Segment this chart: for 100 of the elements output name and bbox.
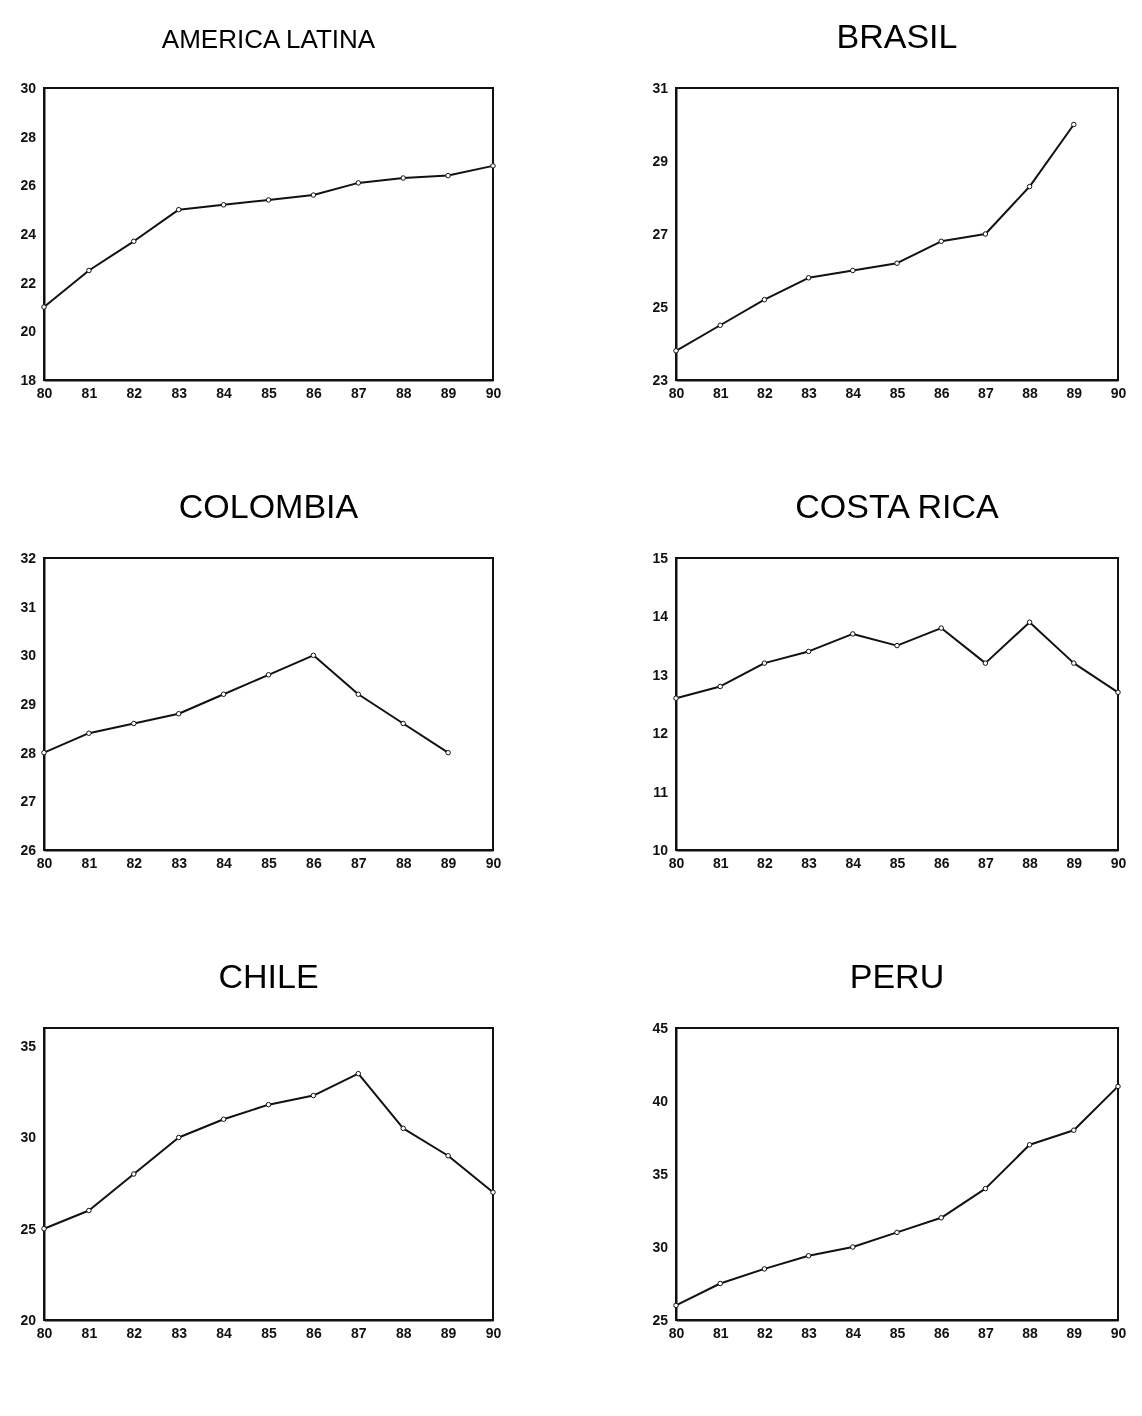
x-tick-label: 85 xyxy=(889,854,906,871)
point xyxy=(1115,1083,1121,1090)
x-tick-label: 85 xyxy=(261,1324,277,1341)
x-tick-label: 87 xyxy=(978,384,994,401)
y-tick-label: 30 xyxy=(20,1129,37,1146)
x-tick-label: 82 xyxy=(757,1324,773,1341)
y-tick-label: 30 xyxy=(20,647,37,664)
point xyxy=(673,1302,679,1309)
x-tick-label: 87 xyxy=(978,854,994,871)
x-tick-label: 80 xyxy=(668,854,685,871)
y-tick-label: 40 xyxy=(652,1092,669,1109)
x-tick-label: 90 xyxy=(1110,1324,1127,1341)
point xyxy=(805,275,812,281)
y-tick-label: 18 xyxy=(20,371,37,388)
y-tick-label: 45 xyxy=(652,1019,669,1036)
point xyxy=(894,260,900,266)
x-tick-label: 84 xyxy=(845,854,862,871)
x-tick-label: 85 xyxy=(261,854,277,871)
point xyxy=(717,322,723,328)
y-tick-label: 28 xyxy=(20,128,37,145)
x-tick-label: 86 xyxy=(933,854,950,871)
point xyxy=(850,631,856,637)
y-tick-label: 30 xyxy=(20,79,37,96)
x-tick-label: 83 xyxy=(801,1324,818,1341)
y-tick-label: 15 xyxy=(652,549,669,566)
x-tick-label: 84 xyxy=(216,854,233,871)
x-tick-label: 82 xyxy=(757,854,773,871)
y-tick-label: 20 xyxy=(20,1311,37,1328)
y-tick-label: 30 xyxy=(652,1238,669,1255)
x-tick-label: 84 xyxy=(216,384,233,401)
point xyxy=(265,197,272,203)
y-tick-label: 22 xyxy=(20,274,37,291)
x-tick-label: 89 xyxy=(440,854,457,871)
x-tick-label: 88 xyxy=(1022,1324,1039,1341)
x-tick-label: 83 xyxy=(171,384,188,401)
point xyxy=(982,231,989,237)
x-tick-label: 85 xyxy=(889,384,906,401)
point xyxy=(445,172,451,179)
y-tick-label: 12 xyxy=(652,725,669,742)
y-tick-label: 28 xyxy=(20,744,37,761)
y-tick-label: 26 xyxy=(20,841,37,858)
x-tick-label: 89 xyxy=(1066,384,1083,401)
point xyxy=(938,625,944,631)
x-tick-label: 86 xyxy=(933,384,950,401)
x-tick-label: 84 xyxy=(845,1324,862,1341)
x-tick-label: 88 xyxy=(395,384,412,401)
point xyxy=(265,1101,272,1108)
point xyxy=(1026,183,1033,190)
x-tick-label: 81 xyxy=(81,1324,98,1341)
x-tick-label: 83 xyxy=(801,384,818,401)
x-tick-label: 80 xyxy=(668,384,685,401)
point xyxy=(310,652,317,659)
point xyxy=(400,175,406,181)
point xyxy=(805,648,812,655)
point xyxy=(982,660,989,666)
point xyxy=(355,180,362,186)
point xyxy=(761,1266,768,1272)
x-tick-label: 83 xyxy=(171,1324,188,1341)
y-tick-label: 29 xyxy=(652,152,669,169)
x-tick-label: 88 xyxy=(1022,384,1039,401)
y-tick-label: 20 xyxy=(20,323,37,340)
x-tick-label: 82 xyxy=(126,1324,143,1341)
y-tick-label: 29 xyxy=(20,695,37,712)
point xyxy=(805,1253,812,1259)
y-tick-label: 26 xyxy=(20,177,37,194)
x-tick-label: 80 xyxy=(36,1324,53,1341)
point xyxy=(938,238,944,245)
point xyxy=(131,1171,137,1177)
x-tick-label: 84 xyxy=(845,384,862,401)
y-tick-label: 31 xyxy=(652,79,669,96)
y-tick-label: 27 xyxy=(20,793,37,810)
y-tick-label: 35 xyxy=(20,1038,37,1055)
y-tick-label: 25 xyxy=(652,298,669,315)
x-tick-label: 89 xyxy=(1066,1324,1083,1341)
x-tick-label: 87 xyxy=(351,384,367,401)
x-tick-label: 85 xyxy=(261,384,277,401)
x-tick-label: 82 xyxy=(757,384,773,401)
y-tick-label: 27 xyxy=(652,225,669,242)
point xyxy=(86,267,92,274)
point xyxy=(982,1185,989,1192)
chart-title: CHILE xyxy=(218,957,319,995)
x-tick-label: 82 xyxy=(126,854,143,871)
x-tick-label: 87 xyxy=(351,1324,367,1341)
y-tick-label: 32 xyxy=(20,549,37,566)
y-tick-label: 25 xyxy=(20,1220,37,1237)
chart-title: PERU xyxy=(849,957,945,995)
point xyxy=(850,267,856,274)
point xyxy=(175,710,182,717)
x-tick-label: 90 xyxy=(485,1324,502,1341)
x-tick-label: 87 xyxy=(351,854,367,871)
point xyxy=(445,1153,451,1159)
x-tick-label: 81 xyxy=(712,384,729,401)
point xyxy=(400,1125,406,1132)
point xyxy=(445,749,451,756)
point xyxy=(1026,1142,1033,1148)
point xyxy=(1071,660,1077,666)
point xyxy=(400,720,406,727)
point xyxy=(717,1280,723,1287)
x-tick-label: 89 xyxy=(1066,854,1083,871)
x-tick-label: 86 xyxy=(933,1324,950,1341)
